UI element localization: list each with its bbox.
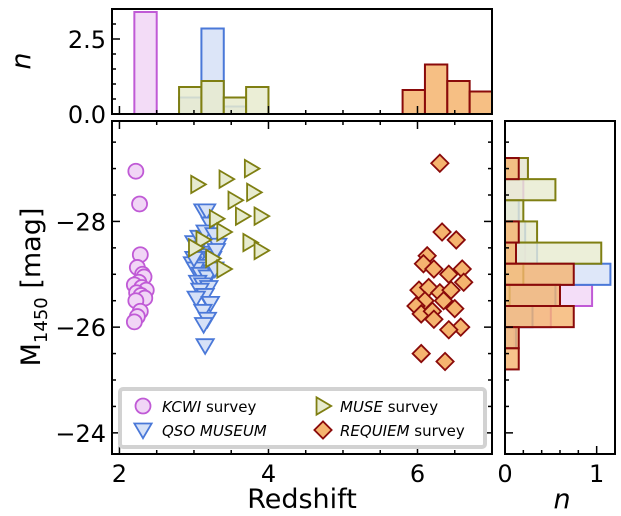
- point-kcwi-0: [127, 162, 145, 180]
- point-muse-7: [235, 205, 253, 227]
- top-y-tick-label-0: 2.5: [68, 26, 106, 54]
- point-qso-27: [193, 317, 214, 335]
- top-histogram-ylabel: n: [6, 52, 37, 69]
- y-axis-label-main: M: [16, 343, 47, 366]
- point-requiem-19: [423, 309, 444, 330]
- point-requiem-0: [429, 153, 450, 174]
- y-tick-label-2: −24: [55, 420, 106, 448]
- legend-markers: [132, 395, 333, 440]
- right-bar-muse-4: [504, 241, 603, 265]
- top-histogram-bars: [133, 11, 494, 115]
- point-requiem-22: [411, 343, 432, 364]
- right-x-tick-label-1: 1: [589, 460, 604, 488]
- right-bar-requiem-4: [504, 241, 517, 265]
- legend-entry-kcwi: KCWI survey: [162, 398, 257, 416]
- legend-box: [118, 387, 487, 449]
- scatter-panel: 2 4 6 −28 −26 −24 Redshift M1450 [mag] KCWI s…: [16, 120, 493, 515]
- point-requiem-21: [438, 319, 459, 340]
- right-bar-requiem-9: [504, 347, 520, 371]
- x-tick-label-0: 2: [112, 460, 127, 488]
- y-axis-label-rest: [mag]: [16, 208, 47, 298]
- right-bar-requiem-8: [504, 326, 520, 350]
- x-tick-label-1: 4: [261, 460, 276, 488]
- top-bar-requiem-0: [401, 89, 426, 115]
- legend-entry-qso: QSO MUSEUM: [162, 422, 267, 440]
- right-x-tick-label-0: 0: [497, 460, 512, 488]
- top-bar-muse-1: [200, 80, 225, 115]
- x-axis-label: Redshift: [247, 484, 357, 515]
- point-muse-12: [188, 237, 206, 259]
- point-muse-8: [216, 221, 234, 243]
- top-bar-muse-3: [245, 86, 270, 115]
- top-y-tick-label-1: 0.0: [68, 101, 106, 129]
- point-muse-9: [195, 229, 213, 251]
- point-muse-14: [216, 258, 234, 280]
- scatter-points: [125, 153, 474, 372]
- top-bar-muse-0: [178, 86, 203, 115]
- point-muse-11: [253, 240, 271, 261]
- point-kcwi-1: [131, 195, 148, 213]
- point-requiem-23: [435, 351, 455, 372]
- y-axis-label-sub: 1450: [31, 297, 52, 343]
- point-requiem-1: [432, 222, 452, 242]
- point-requiem-5: [423, 259, 444, 279]
- right-bar-requiem-7: [504, 305, 575, 329]
- point-muse-5: [253, 205, 271, 227]
- top-histogram: 2.5 0.0 n: [6, 8, 494, 129]
- right-bar-muse-2: [504, 199, 525, 223]
- top-bar-requiem-3: [468, 90, 494, 115]
- point-requiem-2: [446, 230, 467, 250]
- legend-entry-muse: MUSE survey: [340, 398, 438, 416]
- top-bar-kcwi-0: [133, 11, 158, 115]
- top-bar-requiem-2: [446, 80, 471, 115]
- top-bar-muse-2: [222, 96, 248, 115]
- point-requiem-17: [433, 290, 454, 311]
- scatter-frame: [111, 120, 493, 455]
- legend: KCWI survey MUSE survey QSO MUSEUM REQUI…: [118, 387, 487, 449]
- right-bar-muse-1: [504, 178, 557, 202]
- point-muse-2: [190, 174, 208, 195]
- right-bar-requiem-6: [504, 283, 561, 308]
- point-muse-10: [242, 232, 260, 253]
- top-histogram-ticks: 2.5 0.0: [68, 23, 493, 129]
- point-qso-29: [206, 243, 227, 261]
- legend-marker-muse: [315, 395, 333, 417]
- point-muse-3: [246, 182, 264, 203]
- point-requiem-12: [453, 272, 474, 293]
- point-requiem-18: [444, 298, 465, 319]
- top-histogram-frame: [111, 8, 493, 115]
- point-muse-13: [205, 248, 223, 269]
- right-histogram-xlabel: n: [553, 484, 570, 515]
- x-tick-label-2: 6: [410, 460, 425, 488]
- point-qso-28: [194, 338, 216, 356]
- legend-marker-requiem: [313, 420, 333, 440]
- point-muse-0: [243, 158, 262, 179]
- legend-marker-qso: [132, 422, 154, 440]
- right-histogram-bars: [504, 157, 612, 371]
- top-bar-requiem-1: [423, 63, 449, 115]
- point-muse-4: [227, 190, 245, 211]
- right-bar-requiem-5: [504, 262, 575, 286]
- legend-marker-kcwi: [134, 397, 152, 415]
- legend-entry-requiem: REQUIEM survey: [340, 422, 465, 440]
- y-axis-label: M1450 [mag]: [16, 208, 52, 367]
- point-kcwi-16: [125, 313, 143, 331]
- point-qso-23: [185, 290, 207, 309]
- y-tick-label-0: −28: [55, 208, 106, 236]
- point-muse-1: [218, 168, 236, 190]
- y-tick-label-1: −26: [55, 314, 106, 342]
- right-bar-requiem-3: [504, 220, 520, 244]
- scatter-ticks: 2 4 6 −28 −26 −24: [55, 121, 493, 488]
